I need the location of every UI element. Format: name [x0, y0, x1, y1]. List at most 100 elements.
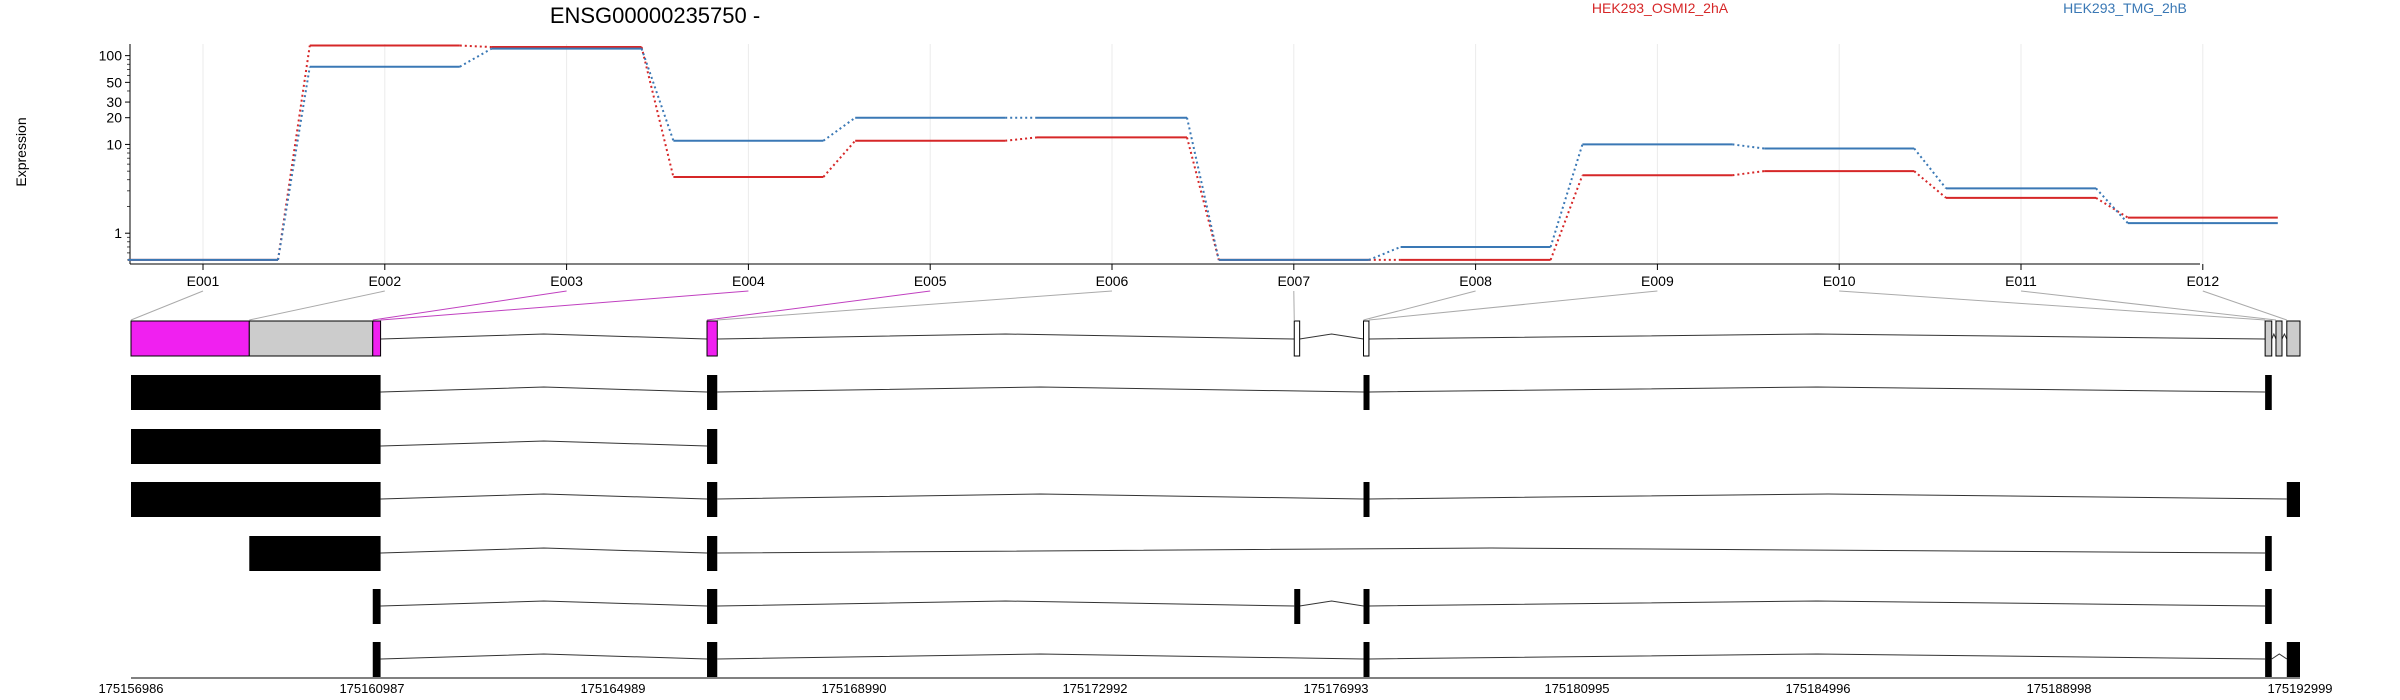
transcript-exon — [707, 375, 718, 410]
series-1-connector — [277, 66, 311, 261]
transcript-exon — [1363, 375, 1370, 410]
transcript-exon — [2286, 642, 2300, 677]
series-0-connector — [459, 44, 492, 49]
x-tick-label: E011 — [2005, 273, 2037, 289]
exon-map-line — [717, 290, 1113, 321]
gene-model-intron — [2271, 332, 2277, 340]
transcript-intron — [717, 493, 1364, 500]
x-tick-label: E002 — [368, 273, 401, 289]
transcript-exon — [707, 642, 718, 677]
transcript-intron — [380, 547, 708, 554]
y-tick-label: 10 — [106, 136, 122, 152]
genome-tick-label: 175180995 — [1544, 681, 1609, 696]
x-tick-label: E004 — [732, 273, 765, 289]
genome-tick-label: 175184996 — [1785, 681, 1850, 696]
transcript-exon — [707, 429, 718, 464]
transcript-intron — [1299, 600, 1364, 607]
gene-model-exon — [248, 320, 374, 357]
exon-map-line — [1839, 290, 2266, 321]
genome-tick-label: 175176993 — [1303, 681, 1368, 696]
exon-connector-lines — [130, 290, 2287, 321]
transcript-exon — [2265, 642, 2272, 677]
x-tick-label: E005 — [914, 273, 947, 289]
series-1-connector — [2095, 187, 2129, 224]
gene-model-exon — [2286, 320, 2301, 357]
exon-map-line — [2202, 290, 2287, 321]
transcript-exon — [707, 482, 718, 517]
transcript-intron — [1368, 653, 2266, 660]
series-0-connector — [1549, 174, 1584, 261]
x-tick-label: E008 — [1459, 273, 1492, 289]
series-0-connector — [1732, 170, 1765, 177]
gene-model-exon — [1363, 320, 1370, 357]
gene-model-intron — [1368, 333, 2266, 340]
exon-map-line — [372, 290, 567, 321]
series-0-connector — [2095, 197, 2129, 219]
gene-model-intron — [717, 333, 1295, 340]
series-0-connector — [1005, 136, 1038, 142]
gene-model-intron — [1299, 333, 1364, 340]
transcript-intron — [1368, 493, 2287, 500]
x-tick-label: E003 — [550, 273, 583, 289]
genome-tick-label: 175160987 — [339, 681, 404, 696]
x-axis: E001 E002 E003 E004 E005 E006 E007 E008 E009 E010… — [130, 263, 2219, 289]
x-tick-label: E009 — [1641, 273, 1674, 289]
series-0-connector — [1913, 170, 1947, 199]
transcript-intron — [380, 386, 708, 393]
gene-model-intron — [380, 333, 708, 340]
transcript-intron — [380, 440, 708, 447]
genome-tick-label: 175188998 — [2026, 681, 2091, 696]
gene-model-exon — [706, 320, 718, 357]
series-0-connector — [1186, 137, 1220, 261]
series-1-connector — [1368, 246, 1401, 261]
y-tick-label: 1 — [114, 225, 122, 241]
transcript-exon — [131, 429, 381, 464]
transcript-intron — [1368, 600, 2266, 607]
transcript-exon — [372, 642, 381, 677]
y-axis-label: Expression — [13, 117, 29, 186]
series-1-connector — [1732, 143, 1765, 150]
exon-map-line — [1368, 290, 1658, 321]
gene-model-intron — [2281, 332, 2288, 340]
transcript-exon — [2265, 536, 2272, 571]
transcript-exon — [2286, 482, 2300, 517]
legend-entry-tmg: HEK293_TMG_2hB — [2063, 0, 2187, 16]
series-1-connector — [822, 116, 856, 142]
vertical-gridlines — [202, 44, 2204, 264]
transcript-intron — [717, 653, 1364, 660]
exon-map-line — [380, 290, 749, 321]
series-lines — [128, 44, 2278, 261]
y-tick-label: 30 — [106, 94, 122, 110]
x-tick-label: E001 — [187, 273, 220, 289]
genome-tick-label: 175168990 — [821, 681, 886, 696]
gene-model-exon — [2275, 320, 2283, 357]
y-tick-label: 20 — [106, 110, 122, 126]
x-tick-label: E006 — [1096, 273, 1129, 289]
genome-tick-label: 175164989 — [580, 681, 645, 696]
transcript-exon — [1363, 642, 1370, 677]
transcript-intron — [380, 653, 708, 660]
exon-map-line — [130, 290, 204, 321]
x-tick-label: E007 — [1277, 273, 1310, 289]
genome-tick-label: 175156986 — [98, 681, 163, 696]
series-0-connector — [822, 140, 856, 178]
chart-title: ENSG00000235750 - — [550, 3, 760, 28]
transcript-intron — [380, 600, 708, 607]
transcript-exon — [707, 536, 718, 571]
series-1-connector — [459, 47, 493, 68]
gene-model-exon — [1293, 320, 1301, 357]
gene-model-exon — [130, 320, 250, 357]
series-1-connector — [1913, 147, 1947, 189]
series-1-connector — [640, 48, 675, 142]
transcript-exon — [249, 536, 381, 571]
series-0-connector — [640, 46, 675, 178]
genome-tick-label: 175172992 — [1062, 681, 1127, 696]
series-1-connector — [1549, 144, 1584, 248]
transcript-exon — [707, 589, 718, 624]
x-tick-label: E010 — [1823, 273, 1856, 289]
genome-coordinate-axis: 175156986 175160987 175164989 175168990 1751… — [98, 677, 2333, 696]
exon-map-line — [2020, 290, 2277, 321]
exon-map-line — [249, 290, 385, 321]
